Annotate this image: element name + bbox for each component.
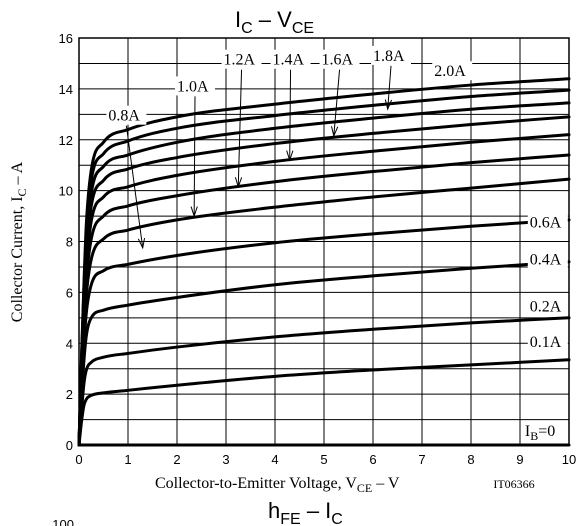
- x-tick-2: 2: [173, 452, 180, 467]
- annotation-bg-0-6A: [527, 212, 568, 232]
- annotation-IB-0: IB=0: [525, 423, 555, 443]
- arrowhead-1-0A: [190, 206, 198, 218]
- title2-main2: I: [325, 498, 331, 523]
- y-tick-labels: 0 2 4 6 8 10 12 14 16: [59, 31, 73, 453]
- series-0-1A: [77, 358, 571, 447]
- arrowhead-1-8A: [384, 99, 393, 111]
- title-main: I: [235, 7, 241, 32]
- arrow-1-4A: [289, 69, 292, 161]
- arrow-1-6A: [333, 69, 341, 136]
- x-tick-3: 3: [222, 452, 229, 467]
- xlabel-pre: Collector-to-Emitter Voltage, V: [155, 475, 357, 492]
- annotation-1-2A: 1.2A: [224, 52, 256, 69]
- annotation-bg-0-4A: [527, 249, 568, 269]
- y-tick-14: 14: [59, 82, 73, 97]
- y-tick-0: 0: [66, 438, 73, 453]
- title2-sub2: C: [331, 511, 343, 526]
- arrow-1-2A: [237, 69, 243, 187]
- x-tick-6: 6: [369, 452, 376, 467]
- arrowhead-1-4A: [286, 150, 294, 162]
- annotation-2-0A: 2.0A: [434, 63, 466, 80]
- annotation-0-1A: 0.1A: [530, 334, 562, 351]
- annotation-bg-0-1A: [527, 332, 568, 352]
- xlabel-post: – V: [372, 475, 400, 492]
- x-tick-labels: 0 1 2 3 4 5 6 7 8 9 10: [75, 452, 576, 467]
- x-tick-7: 7: [418, 452, 425, 467]
- y-tick-12: 12: [59, 133, 73, 148]
- svg-text:hFE – IC: hFE – IC: [268, 498, 343, 526]
- annotation-0-8A: 0.8A: [108, 108, 140, 125]
- annotation-1-4A: 1.4A: [273, 52, 305, 69]
- x-tick-10: 10: [562, 452, 576, 467]
- y-tick-6: 6: [66, 285, 73, 300]
- y-tick-4: 4: [66, 336, 73, 351]
- y-tick-10: 10: [59, 184, 73, 199]
- title2-sub: FE: [280, 511, 300, 526]
- figure-code: IT06366: [493, 477, 534, 491]
- annotation-0-2A: 0.2A: [530, 298, 562, 315]
- second-chart-y-tick-100: 100: [52, 517, 74, 526]
- arrow-1-8A: [387, 65, 392, 110]
- annotation-arrows: [125, 65, 393, 250]
- annotation-1-8A: 1.8A: [373, 48, 405, 65]
- annotation-1-0A: 1.0A: [177, 78, 209, 95]
- annotation-bg-IB-0: [522, 421, 563, 441]
- arrowhead-1-6A: [331, 126, 339, 138]
- ylabel-post: – A: [9, 161, 26, 188]
- annotation-1-6A: 1.6A: [322, 52, 354, 69]
- title2-main: h: [268, 498, 280, 523]
- arrow-0-8A: [125, 125, 144, 248]
- series-2-0A: [77, 77, 571, 447]
- annotation-bg-2-0A: [432, 61, 473, 81]
- x-tick-5: 5: [320, 452, 327, 467]
- x-tick-8: 8: [467, 452, 474, 467]
- x-tick-0: 0: [75, 452, 82, 467]
- arrow-1-0A: [193, 96, 196, 217]
- annotation-bg-1-6A: [319, 49, 360, 69]
- xlabel-sub: CE: [357, 481, 372, 495]
- x-tick-4: 4: [271, 452, 278, 467]
- title-main2: V: [277, 7, 292, 32]
- annotation-bg-1-4A: [270, 49, 311, 69]
- chart-title: IC – VCE: [235, 7, 314, 37]
- title-sep: –: [253, 7, 277, 32]
- second-chart-title: hFE – IC 100: [52, 498, 343, 526]
- annotation-bg-1-2A: [221, 49, 262, 69]
- ylabel-sub: C: [15, 188, 29, 196]
- title-sub: C: [241, 20, 253, 37]
- plot-frame: [78, 37, 570, 446]
- annotation-bg-0-2A: [527, 296, 568, 316]
- series-0-2A: [77, 316, 571, 447]
- x-tick-1: 1: [124, 452, 131, 467]
- annotation-0-6A: 0.6A: [530, 215, 562, 232]
- y-tick-8: 8: [66, 235, 73, 250]
- y-tick-16: 16: [59, 31, 73, 46]
- annotation-0-4A: 0.4A: [530, 251, 562, 268]
- annotation-bg-1-8A: [371, 45, 411, 65]
- x-axis-label: Collector-to-Emitter Voltage, VCE – V IT…: [155, 475, 535, 495]
- annotation-labels: 0.8A 1.0A 1.2A 1.4A 1.6A 1.8A 2.0A 0.6A 0.4A 0.2A…: [106, 45, 568, 443]
- y-axis-label: Collector Current, IC – A: [9, 161, 29, 322]
- svg-text:Collector Current, IC – A: Collector Current, IC – A: [9, 161, 29, 322]
- arrowhead-1-2A: [234, 177, 243, 189]
- svg-text:Collector-to-Emitter Voltage,: Collector-to-Emitter Voltage, VCE – V: [155, 475, 400, 495]
- title-sub2: CE: [292, 20, 314, 37]
- annotation-bg-1-0A: [175, 76, 215, 96]
- x-tick-9: 9: [516, 452, 523, 467]
- y-tick-2: 2: [66, 387, 73, 402]
- arrowhead-0-8A: [137, 237, 146, 250]
- svg-text:IC – VCE: IC – VCE: [235, 7, 314, 37]
- grid-lines: [79, 38, 569, 445]
- ylabel-pre: Collector Current, I: [9, 196, 26, 322]
- title2-sep: –: [301, 498, 325, 523]
- annotation-bg-0-8A: [106, 105, 147, 125]
